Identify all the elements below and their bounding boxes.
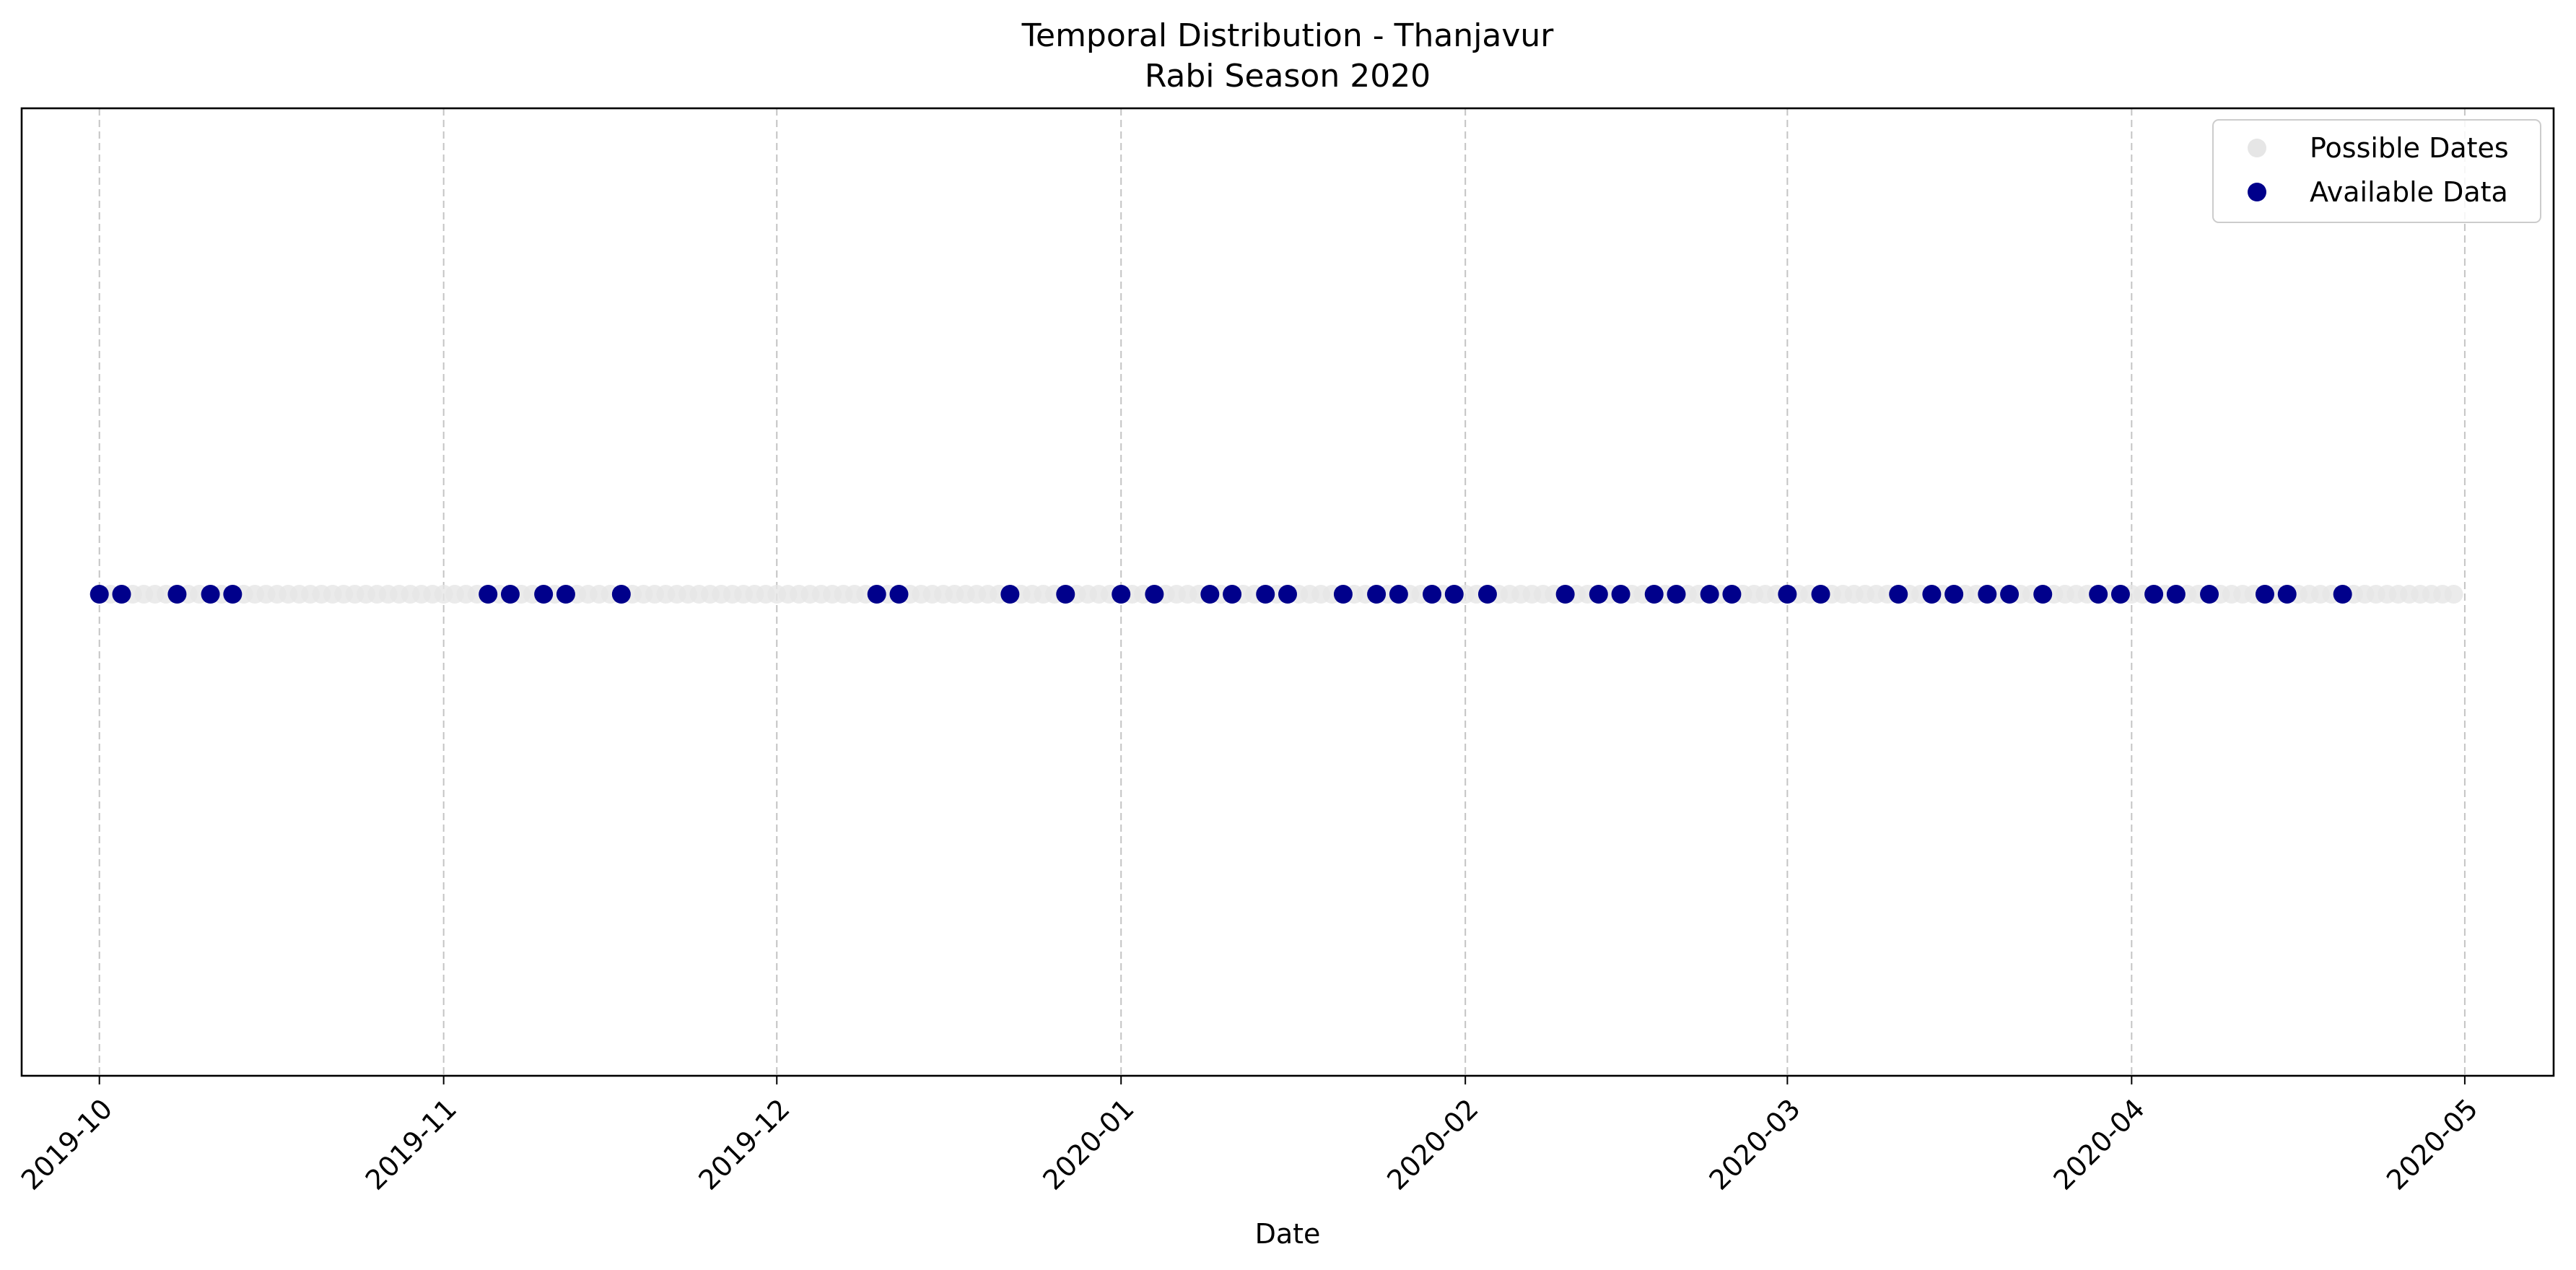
chart-title: Temporal Distribution - Thanjavur	[1021, 17, 1555, 54]
available-data-point	[1389, 585, 1408, 604]
available-data-point	[223, 585, 243, 604]
available-data-point	[611, 585, 631, 604]
available-data-point	[112, 585, 131, 604]
available-data-point	[889, 585, 909, 604]
available-data-point	[534, 585, 554, 604]
available-data-series	[89, 585, 2352, 604]
x-axis-label: Date	[1255, 1218, 1321, 1250]
legend: Possible Dates Available Data	[2212, 119, 2541, 223]
available-data-point	[1056, 585, 1075, 604]
plot-frame	[20, 107, 2555, 1077]
available-data-point	[2333, 585, 2352, 604]
available-data-point	[479, 585, 498, 604]
available-data-point	[1444, 585, 1464, 604]
legend-label-possible-dates: Possible Dates	[2310, 132, 2509, 164]
available-data-point	[1644, 585, 1664, 604]
available-data-point	[1200, 585, 1220, 604]
available-data-point	[1112, 585, 1131, 604]
available-data-point	[1611, 585, 1630, 604]
available-data-point	[2166, 585, 2186, 604]
available-data-point	[1367, 585, 1387, 604]
available-data-point	[556, 585, 575, 604]
available-data-point	[1722, 585, 1742, 604]
available-data-point	[1423, 585, 1442, 604]
available-data-point	[1700, 585, 1719, 604]
available-data-point	[1333, 585, 1353, 604]
available-data-point	[2277, 585, 2297, 604]
available-data-point	[2110, 585, 2130, 604]
available-data-point	[500, 585, 520, 604]
available-data-point	[1278, 585, 1297, 604]
legend-label-available-data: Available Data	[2310, 176, 2508, 208]
chart-subtitle: Rabi Season 2020	[1145, 58, 1431, 95]
available-data-point	[2033, 585, 2053, 604]
available-data-point	[1667, 585, 1686, 604]
available-data-point	[2255, 585, 2274, 604]
available-data-point	[201, 585, 220, 604]
available-data-point	[1922, 585, 1942, 604]
available-data-point	[2000, 585, 2020, 604]
possible-date-point	[2444, 585, 2463, 604]
available-data-point	[1145, 585, 1164, 604]
available-data-point	[1477, 585, 1497, 604]
available-data-point	[1944, 585, 1964, 604]
available-data-point	[1978, 585, 1997, 604]
available-data-point	[89, 585, 109, 604]
available-data-point	[2089, 585, 2108, 604]
available-data-point	[1811, 585, 1830, 604]
available-data-point	[1889, 585, 1908, 604]
available-data-point	[867, 585, 886, 604]
available-data-point	[167, 585, 187, 604]
available-data-point	[1000, 585, 1020, 604]
available-data-point	[2144, 585, 2164, 604]
available-data-point	[1555, 585, 1575, 604]
available-data-point	[1223, 585, 1242, 604]
legend-marker-possible-dates	[2248, 139, 2266, 157]
available-data-point	[1589, 585, 1608, 604]
available-data-point	[2200, 585, 2219, 604]
available-data-point	[1256, 585, 1275, 604]
legend-marker-available-data	[2248, 183, 2266, 201]
available-data-point	[1778, 585, 1797, 604]
legend-frame	[2212, 119, 2541, 223]
